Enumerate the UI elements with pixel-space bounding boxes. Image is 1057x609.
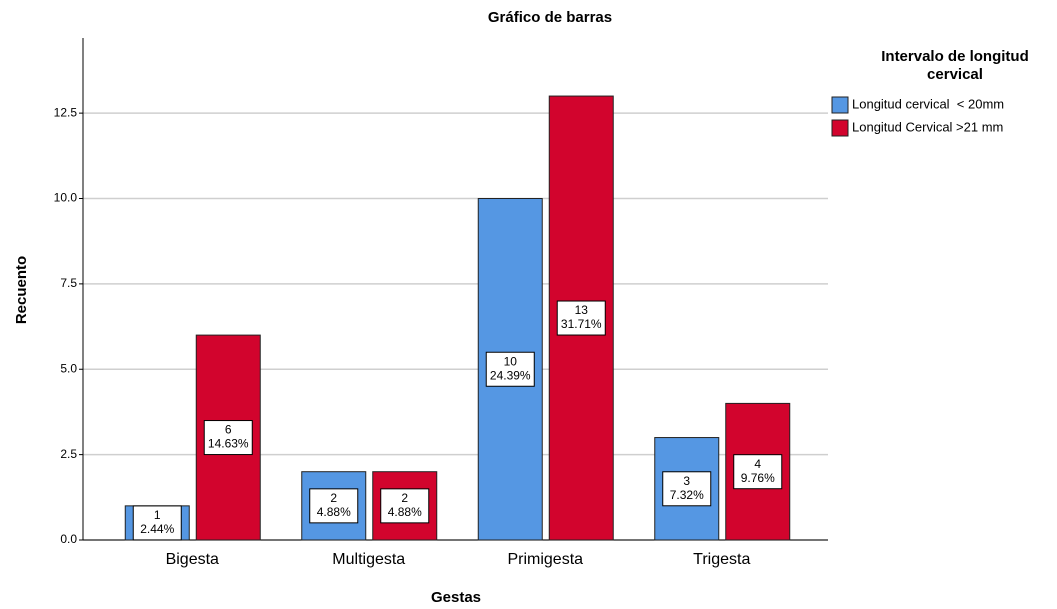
x-tick-label: Primigesta bbox=[507, 551, 583, 568]
x-axis-label: Gestas bbox=[431, 589, 481, 606]
x-tick-label: Multigesta bbox=[332, 551, 405, 568]
data-label-box bbox=[132, 505, 182, 541]
data-label: 10 bbox=[504, 354, 518, 368]
y-tick-label: 5.0 bbox=[60, 361, 77, 375]
data-label: 6 bbox=[225, 423, 232, 437]
data-label-box bbox=[485, 351, 535, 387]
y-axis-label: Recuento bbox=[13, 256, 30, 324]
data-label: 4.88% bbox=[388, 505, 422, 519]
legend-label: Longitud cervical < 20mm bbox=[852, 96, 1004, 111]
data-label: 4 bbox=[754, 457, 761, 471]
data-label: 9.76% bbox=[741, 471, 775, 485]
data-label: 13 bbox=[575, 303, 589, 317]
data-label-box bbox=[733, 454, 783, 490]
legend-swatch bbox=[831, 96, 849, 114]
legend-swatch bbox=[831, 119, 849, 137]
data-label: 3 bbox=[683, 474, 690, 488]
legend-title: cervical bbox=[927, 66, 983, 83]
x-tick-label: Trigesta bbox=[693, 551, 750, 568]
data-label-box bbox=[662, 471, 712, 507]
data-label: 1 bbox=[154, 508, 161, 522]
data-label-box bbox=[203, 420, 253, 456]
legend-label: Longitud Cervical >21 mm bbox=[852, 119, 1003, 134]
data-label-box bbox=[380, 488, 430, 524]
data-label: 2 bbox=[401, 491, 408, 505]
y-tick-label: 2.5 bbox=[60, 447, 77, 461]
y-tick-label: 12.5 bbox=[54, 105, 78, 119]
data-label: 7.32% bbox=[670, 488, 704, 502]
y-tick-label: 10.0 bbox=[54, 191, 78, 205]
data-label: 4.88% bbox=[317, 505, 351, 519]
legend-title: Intervalo de longitud bbox=[881, 48, 1029, 65]
data-label: 24.39% bbox=[490, 368, 531, 382]
data-label-box bbox=[309, 488, 359, 524]
data-label: 14.63% bbox=[208, 437, 249, 451]
chart-title: Gráfico de barras bbox=[488, 9, 612, 26]
y-tick-label: 0.0 bbox=[60, 532, 77, 546]
data-label: 2 bbox=[330, 491, 337, 505]
data-label: 31.71% bbox=[561, 317, 602, 331]
x-tick-label: Bigesta bbox=[166, 551, 219, 568]
data-label: 2.44% bbox=[140, 522, 174, 536]
data-label-box bbox=[556, 300, 606, 336]
y-tick-label: 7.5 bbox=[60, 276, 77, 290]
